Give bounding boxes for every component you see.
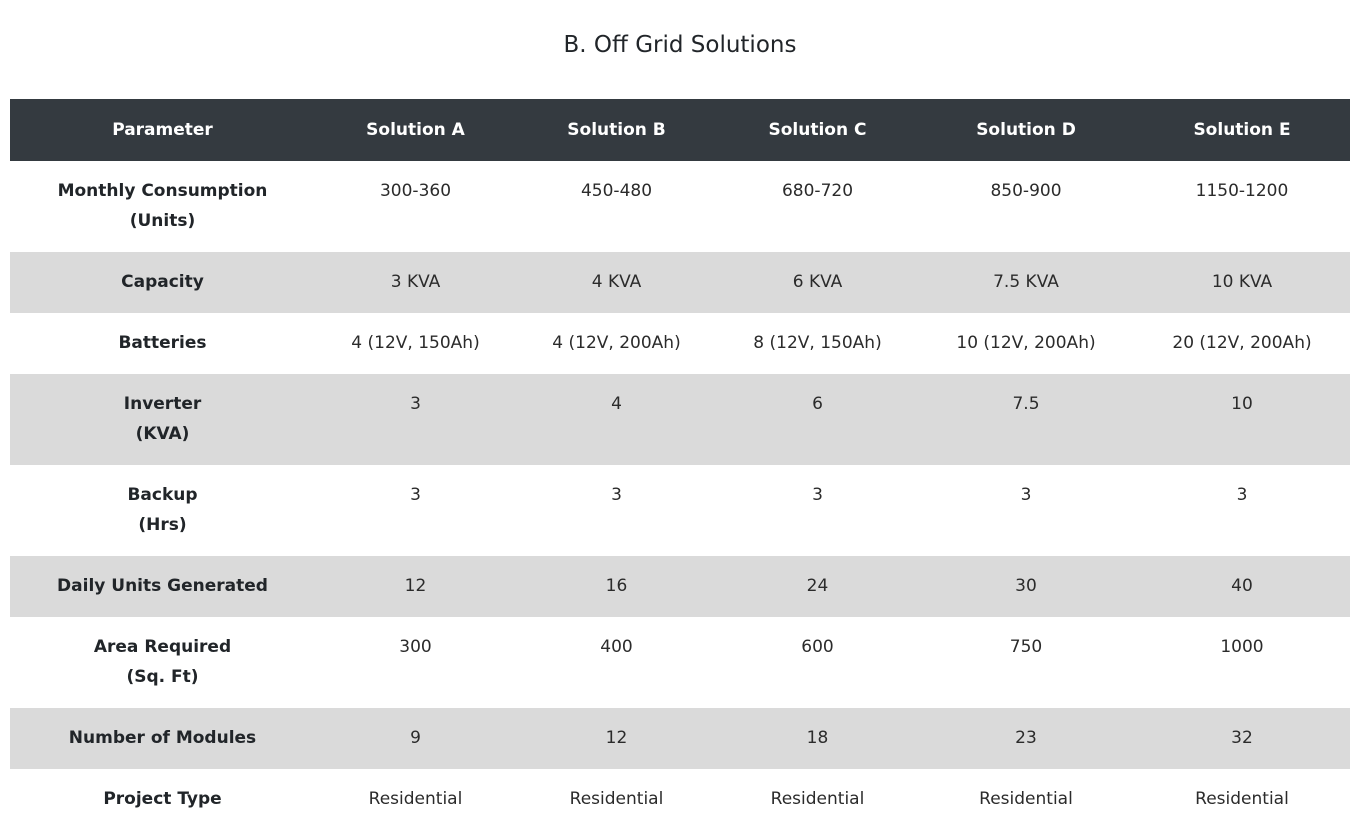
row-label: Monthly Consumption (Units) bbox=[10, 161, 315, 252]
table-cell: 850-900 bbox=[990, 181, 1062, 201]
table-cell: 1000 bbox=[1220, 637, 1264, 657]
table-cell: 30 bbox=[1015, 576, 1037, 596]
table-row: Project Type Residential Residential Res… bbox=[10, 769, 1350, 837]
row-label-line2: (Units) bbox=[129, 211, 196, 231]
table-cell: 450-480 bbox=[580, 181, 653, 201]
table-cell: 3 bbox=[1236, 485, 1248, 505]
table-row: Batteries 4 (12V, 150Ah) 4 (12V, 200Ah) … bbox=[10, 313, 1350, 374]
table-row: Monthly Consumption (Units) 300-360 450-… bbox=[10, 161, 1350, 252]
header-solution-d: Solution D bbox=[976, 120, 1076, 140]
table-cell: 3 KVA bbox=[390, 272, 441, 292]
row-label-line1: Project Type bbox=[103, 789, 222, 809]
table-cell: 680-720 bbox=[781, 181, 854, 201]
row-label-line2: (Hrs) bbox=[138, 515, 187, 535]
table-cell: 9 bbox=[410, 728, 421, 748]
table-cell: 24 bbox=[806, 576, 829, 596]
table-cell: 20 (12V, 200Ah) bbox=[1172, 333, 1312, 353]
table-cell: Residential bbox=[770, 789, 865, 809]
table-cell: 12 bbox=[404, 576, 427, 596]
table-cell: 10 (12V, 200Ah) bbox=[956, 333, 1096, 353]
table-row: Number of Modules 9 12 18 23 32 bbox=[10, 708, 1350, 769]
table-cell: 4 (12V, 150Ah) bbox=[351, 333, 480, 353]
table-cell: 10 bbox=[1231, 394, 1253, 414]
row-label: Inverter (KVA) bbox=[10, 374, 315, 465]
table-cell: 3 bbox=[410, 394, 421, 414]
row-label: Number of Modules bbox=[10, 708, 315, 769]
table-cell: 400 bbox=[600, 637, 633, 657]
table-cell: 18 bbox=[806, 728, 829, 748]
header-solution-a: Solution A bbox=[366, 120, 465, 140]
table-row: Area Required (Sq. Ft) 300 400 600 750 1… bbox=[10, 617, 1350, 708]
table-cell: 300 bbox=[399, 637, 432, 657]
table-cell: Residential bbox=[979, 789, 1073, 809]
table-cell: 300-360 bbox=[379, 181, 452, 201]
page-title: B. Off Grid Solutions bbox=[563, 32, 797, 58]
table-cell: Residential bbox=[569, 789, 664, 809]
table-cell: 12 bbox=[605, 728, 628, 748]
header-row: Parameter Solution A Solution B Solution… bbox=[10, 99, 1350, 161]
table-cell: 3 bbox=[1020, 485, 1032, 505]
row-label: Batteries bbox=[10, 313, 315, 374]
row-label-line1: Daily Units Generated bbox=[57, 576, 268, 596]
table-row: Daily Units Generated 12 16 24 30 40 bbox=[10, 556, 1350, 617]
table-row: Backup (Hrs) 3 3 3 3 3 bbox=[10, 465, 1350, 556]
row-label: Area Required (Sq. Ft) bbox=[10, 617, 315, 708]
table-cell: 23 bbox=[1015, 728, 1037, 748]
table-cell: 600 bbox=[801, 637, 834, 657]
row-label: Project Type bbox=[10, 769, 315, 837]
header-solution-b: Solution B bbox=[567, 120, 666, 140]
table-cell: Residential bbox=[1195, 789, 1289, 809]
table-cell: 6 KVA bbox=[792, 272, 843, 292]
table-cell: 3 bbox=[410, 485, 421, 505]
row-label-line1: Backup bbox=[127, 485, 198, 505]
table-cell: 6 bbox=[812, 394, 823, 414]
table-cell: 750 bbox=[1009, 637, 1043, 657]
table-cell: 7.5 KVA bbox=[993, 272, 1059, 292]
row-label-line2: (KVA) bbox=[135, 424, 190, 444]
table-cell: Residential bbox=[368, 789, 463, 809]
row-label: Capacity bbox=[10, 252, 315, 313]
table-cell: 3 bbox=[611, 485, 622, 505]
row-label-line1: Monthly Consumption bbox=[57, 181, 268, 201]
row-label-line2: (Sq. Ft) bbox=[126, 667, 199, 687]
row-label-line1: Batteries bbox=[118, 333, 207, 353]
table-cell: 4 (12V, 200Ah) bbox=[552, 333, 681, 353]
table-cell: 32 bbox=[1231, 728, 1253, 748]
table-cell: 4 KVA bbox=[591, 272, 642, 292]
table-cell: 8 (12V, 150Ah) bbox=[753, 333, 882, 353]
row-label-line1: Area Required bbox=[93, 637, 232, 657]
row-label-line1: Inverter bbox=[123, 394, 202, 414]
table-cell: 10 KVA bbox=[1211, 272, 1273, 292]
header-solution-e: Solution E bbox=[1193, 120, 1291, 140]
table-body: Monthly Consumption (Units) 300-360 450-… bbox=[10, 161, 1350, 837]
table-row: Capacity 3 KVA 4 KVA 6 KVA 7.5 KVA 10 KV… bbox=[10, 252, 1350, 313]
row-label-line1: Capacity bbox=[121, 272, 204, 292]
off-grid-solutions-table: Parameter Solution A Solution B Solution… bbox=[10, 99, 1350, 837]
table-header: Parameter Solution A Solution B Solution… bbox=[10, 99, 1350, 161]
row-label-line1: Number of Modules bbox=[68, 728, 257, 748]
table-row: Inverter (KVA) 3 4 6 7.5 10 bbox=[10, 374, 1350, 465]
table-cell: 40 bbox=[1231, 576, 1253, 596]
table-cell: 3 bbox=[812, 485, 823, 505]
table-cell: 16 bbox=[605, 576, 628, 596]
header-parameter: Parameter bbox=[112, 120, 213, 140]
row-label: Daily Units Generated bbox=[10, 556, 315, 617]
table-cell: 4 bbox=[611, 394, 622, 414]
row-label: Backup (Hrs) bbox=[10, 465, 315, 556]
table-cell: 1150-1200 bbox=[1195, 181, 1289, 201]
header-solution-c: Solution C bbox=[768, 120, 867, 140]
table-cell: 7.5 bbox=[1012, 394, 1040, 414]
